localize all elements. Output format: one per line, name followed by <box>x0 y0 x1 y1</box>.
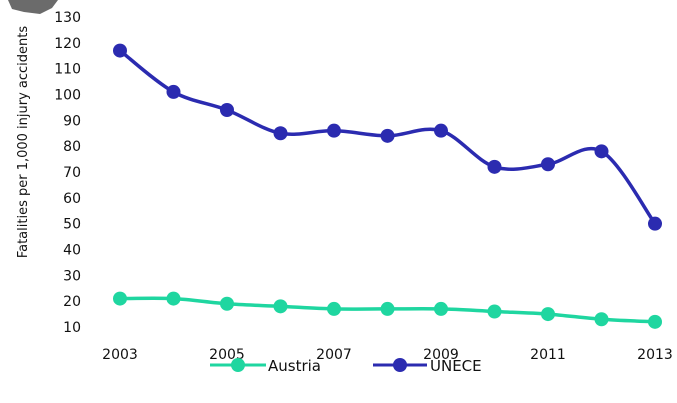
legend-item-austria[interactable]: Austria <box>210 357 321 375</box>
legend-label-unece: UNECE <box>430 357 482 375</box>
y-tick-label: 20 <box>63 294 81 310</box>
data-point-unece-2005 <box>220 103 234 117</box>
y-tick-label: 50 <box>63 217 81 233</box>
data-point-austria-2008 <box>380 301 395 316</box>
y-tick-label: 80 <box>63 139 81 155</box>
y-tick-label: 60 <box>63 191 81 207</box>
data-point-unece-2012 <box>594 144 609 159</box>
y-tick-label: 10 <box>63 320 81 336</box>
data-point-unece-2008 <box>380 128 395 143</box>
data-point-austria-2004 <box>166 291 181 306</box>
y-tick-label: 30 <box>63 268 81 284</box>
y-axis-label: Fatalities per 1,000 injury accidents <box>16 26 31 259</box>
data-point-austria-2005 <box>220 296 234 311</box>
x-tick-label: 2011 <box>530 347 566 363</box>
y-axis-ticks: 10 20 30 40 50 60 70 80 90 100 110 120 130 <box>54 10 81 336</box>
x-tick-label: 2009 <box>423 347 459 363</box>
y-tick-label: 110 <box>54 62 81 78</box>
data-point-unece-2013 <box>648 216 662 231</box>
y-tick-label: 70 <box>63 165 81 181</box>
data-point-austria-2009 <box>434 301 448 316</box>
series-points <box>113 43 662 329</box>
x-tick-label: 2013 <box>637 347 673 363</box>
y-tick-label: 120 <box>54 36 81 52</box>
data-point-austria-2006 <box>273 299 288 314</box>
y-tick-label: 100 <box>54 88 81 104</box>
data-point-unece-2010 <box>487 159 502 174</box>
data-point-unece-2006 <box>273 126 288 141</box>
series-lines <box>118 49 657 324</box>
x-axis-ticks: 2003 2005 2007 2009 2011 2013 <box>102 347 673 363</box>
data-point-austria-2003 <box>113 291 127 306</box>
data-point-austria-2012 <box>594 312 609 327</box>
legend-label-austria: Austria <box>268 357 321 375</box>
data-point-unece-2009 <box>434 123 448 138</box>
legend: Austria UNECE <box>210 357 482 375</box>
x-tick-label: 2003 <box>102 347 138 363</box>
data-point-austria-2011 <box>541 307 555 322</box>
x-tick-label: 2007 <box>316 347 352 363</box>
data-point-austria-2007 <box>327 301 341 316</box>
legend-item-unece[interactable]: UNECE <box>373 357 482 375</box>
y-tick-label: 40 <box>63 243 81 259</box>
corner-logo-fragment <box>8 0 58 14</box>
data-point-austria-2010 <box>487 304 502 319</box>
y-tick-label: 90 <box>63 113 81 129</box>
data-point-unece-2007 <box>327 123 341 138</box>
data-point-unece-2004 <box>166 84 181 99</box>
data-point-austria-2013 <box>648 314 662 329</box>
data-point-unece-2011 <box>541 157 555 172</box>
data-point-unece-2003 <box>113 43 127 58</box>
y-tick-label: 130 <box>54 10 81 26</box>
